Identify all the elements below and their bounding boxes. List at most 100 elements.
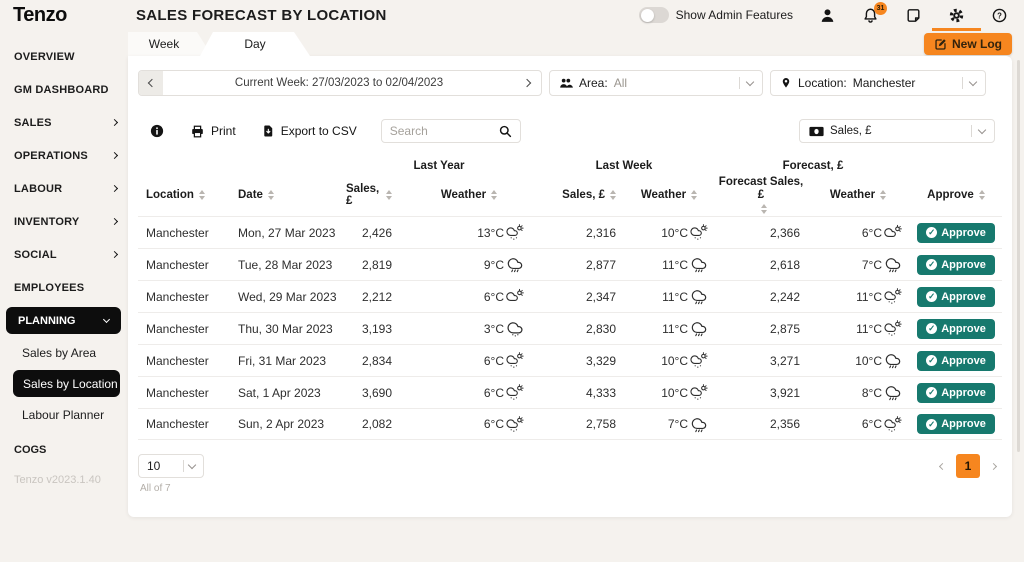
cell-ly-sales: 2,819 (361, 257, 392, 272)
col-header-approve[interactable]: Approve (910, 189, 1002, 201)
sidebar-item-labour-planner[interactable]: Labour Planner (22, 407, 105, 422)
weather-icon (884, 320, 902, 337)
approve-button[interactable]: ✓ Approve (917, 318, 995, 339)
weather-icon (506, 320, 524, 337)
app-version: Tenzo v2023.1.40 (14, 474, 101, 486)
page-number-button[interactable]: 1 (956, 454, 980, 478)
cell-lw-sales: 2,316 (585, 225, 616, 240)
sidebar-item-planning[interactable]: PLANNING (6, 307, 121, 334)
weather-icon (884, 288, 902, 305)
prev-week-button[interactable] (139, 71, 163, 95)
cell-lw-sales: 2,830 (585, 321, 616, 336)
sidebar-item-inventory[interactable]: INVENTORY (0, 205, 128, 238)
cell-approve: ✓ Approve (910, 286, 1002, 307)
cell-lw-sales: 3,329 (585, 353, 616, 368)
search-icon[interactable] (499, 125, 512, 138)
print-button[interactable]: Print (190, 124, 236, 139)
col-header-ly-sales[interactable]: Sales, £ (346, 183, 406, 207)
page-size-select[interactable]: 10 (138, 454, 204, 478)
prev-page-button[interactable] (938, 462, 947, 470)
table-row: Manchester Wed, 29 Mar 2023 2,212 6°C 2,… (138, 280, 1002, 312)
next-week-button[interactable] (515, 71, 541, 95)
group-header-last-year: Last Year (413, 160, 465, 172)
chevron-down-icon (977, 125, 987, 134)
sidebar-item-labour[interactable]: LABOUR (0, 172, 128, 205)
notification-badge: 31 (874, 1, 887, 15)
cell-lw-sales: 4,333 (585, 385, 616, 400)
check-icon: ✓ (926, 387, 938, 398)
cell-location: Manchester (146, 353, 209, 368)
help-icon[interactable]: ? (991, 7, 1008, 24)
search-input[interactable] (389, 124, 499, 138)
sort-icon (386, 190, 392, 200)
next-page-button[interactable] (989, 462, 998, 470)
cell-location: Manchester (146, 225, 209, 240)
check-icon: ✓ (926, 291, 938, 302)
cell-date: Mon, 27 Mar 2023 (238, 225, 336, 240)
cell-date: Thu, 30 Mar 2023 (238, 321, 333, 336)
approve-button[interactable]: ✓ Approve (917, 414, 995, 434)
cell-fc-weather: 11°C (806, 288, 910, 305)
chevron-left-icon (147, 78, 157, 88)
sidebar-item-cogs[interactable]: COGS (14, 443, 47, 456)
chevron-right-icon (110, 184, 119, 193)
area-select[interactable]: Area: All (549, 70, 763, 96)
admin-features-toggle[interactable] (638, 7, 669, 23)
location-select[interactable]: Location: Manchester (770, 70, 986, 96)
col-header-location[interactable]: Location (138, 189, 238, 201)
chevron-right-icon (522, 78, 532, 88)
sidebar-item-sales-by-area[interactable]: Sales by Area (22, 345, 97, 360)
col-header-date[interactable]: Date (238, 189, 346, 201)
weather-icon (884, 416, 902, 433)
table-body: Manchester Mon, 27 Mar 2023 2,426 13°C 2… (138, 216, 1002, 440)
cell-forecast-sales: 2,618 (769, 257, 800, 272)
weather-icon (506, 352, 524, 369)
sidebar-item-overview[interactable]: OVERVIEW (14, 50, 75, 63)
tab-day[interactable]: Day (200, 32, 310, 56)
cell-ly-sales: 2,834 (361, 353, 392, 368)
cell-ly-weather: 6°C (406, 288, 532, 305)
sidebar-item-sales[interactable]: SALES (0, 106, 128, 139)
main-panel: Current Week: 27/03/2023 to 02/04/2023 A… (128, 56, 1012, 517)
cell-ly-weather: 3°C (406, 320, 532, 337)
approve-button[interactable]: ✓ Approve (917, 254, 995, 275)
metric-select[interactable]: Sales, £ (799, 119, 995, 143)
gear-icon[interactable] (932, 7, 981, 31)
cell-lw-sales: 2,758 (585, 417, 616, 431)
weather-icon (884, 224, 902, 241)
bell-icon[interactable]: 31 (862, 1, 887, 24)
sidebar-item-social[interactable]: SOCIAL (0, 238, 128, 271)
col-header-lw-sales[interactable]: Sales, £ (532, 189, 622, 201)
cell-approve: ✓ Approve (910, 254, 1002, 275)
approve-button[interactable]: ✓ Approve (917, 222, 995, 243)
admin-toggle-label: Show Admin Features (675, 8, 793, 22)
sidebar-item-gm-dashboard[interactable]: GM DASHBOARD (14, 83, 109, 96)
col-header-forecast-sales[interactable]: Forecast Sales, £ (716, 176, 806, 214)
approve-button[interactable]: ✓ Approve (917, 350, 995, 371)
note-icon[interactable] (905, 7, 922, 24)
sidebar-item-operations[interactable]: OPERATIONS (0, 139, 128, 172)
check-icon: ✓ (926, 227, 938, 238)
chevron-down-icon (968, 77, 978, 86)
cell-ly-weather: 6°C (406, 384, 532, 401)
check-icon: ✓ (926, 355, 938, 366)
col-header-ly-weather[interactable]: Weather (406, 189, 532, 201)
cell-date: Sun, 2 Apr 2023 (238, 417, 325, 431)
col-header-lw-weather[interactable]: Weather (622, 189, 716, 201)
user-icon[interactable] (819, 7, 836, 24)
info-icon[interactable] (150, 124, 164, 138)
col-header-fc-weather[interactable]: Weather (806, 189, 910, 201)
weather-icon (690, 224, 708, 241)
week-picker-label[interactable]: Current Week: 27/03/2023 to 02/04/2023 (234, 77, 444, 89)
cell-lw-weather: 11°C (622, 256, 716, 273)
sidebar-item-employees[interactable]: EMPLOYEES (14, 281, 85, 294)
check-icon: ✓ (926, 259, 938, 270)
weather-icon (884, 384, 902, 401)
new-log-button[interactable]: New Log (924, 33, 1012, 55)
approve-button[interactable]: ✓ Approve (917, 382, 995, 403)
sidebar-item-sales-by-location[interactable]: Sales by Location (13, 370, 120, 397)
scrollbar[interactable] (1017, 60, 1020, 452)
export-csv-button[interactable]: Export to CSV (262, 124, 357, 138)
tab-week[interactable]: Week (128, 32, 212, 56)
approve-button[interactable]: ✓ Approve (917, 286, 995, 307)
